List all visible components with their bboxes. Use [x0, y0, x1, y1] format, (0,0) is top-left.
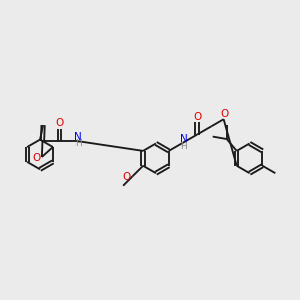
Text: O: O: [193, 112, 201, 122]
Text: N: N: [74, 132, 82, 142]
Text: H: H: [181, 142, 188, 151]
Text: O: O: [33, 153, 41, 163]
Text: H: H: [75, 140, 82, 148]
Text: O: O: [220, 110, 228, 119]
Text: O: O: [56, 118, 64, 128]
Text: N: N: [180, 134, 188, 144]
Text: O: O: [122, 172, 130, 182]
